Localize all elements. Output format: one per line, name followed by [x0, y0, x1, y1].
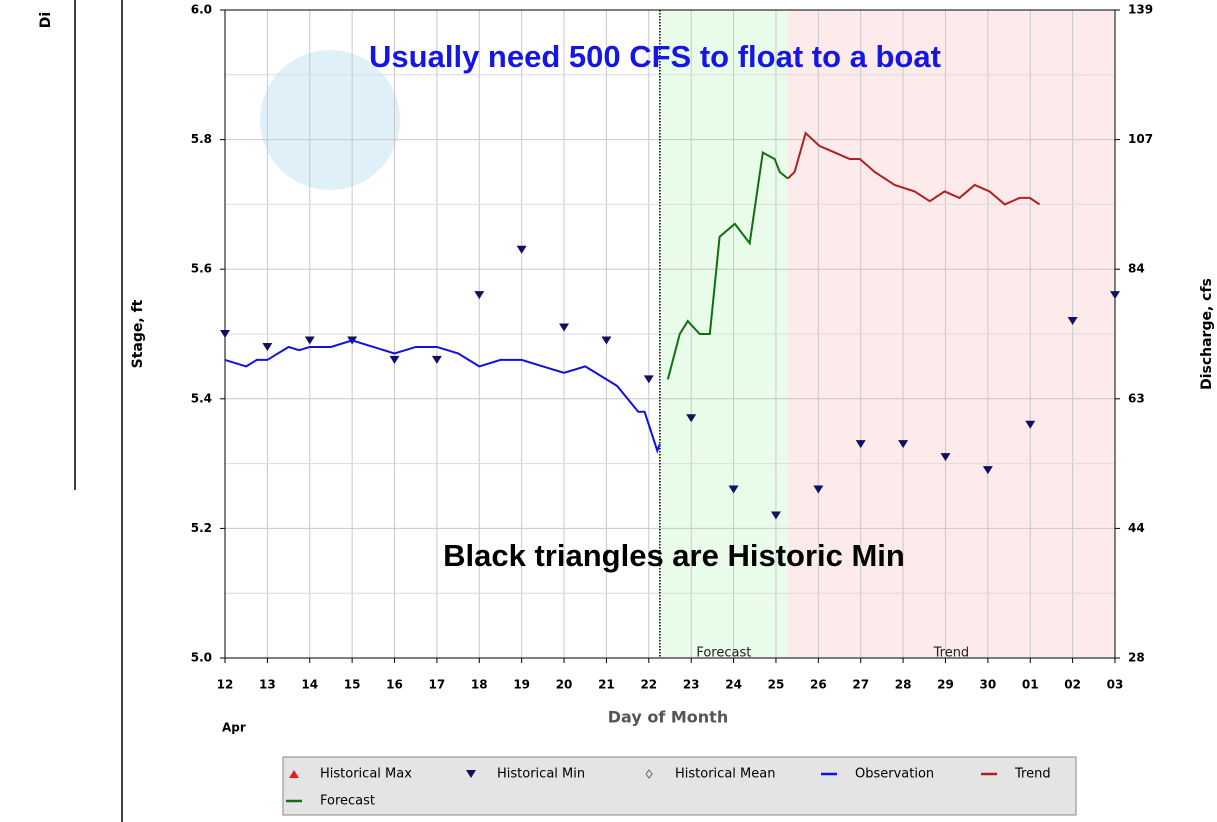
y-tick-label: 5.8 [191, 132, 212, 146]
x-tick-label: 03 [1107, 678, 1124, 692]
y-tick-label: 5.6 [191, 262, 212, 276]
y-tick-label: 5.2 [191, 521, 212, 535]
x-tick-label: 20 [556, 678, 573, 692]
marker [728, 485, 739, 494]
x-tick-label: 16 [386, 678, 403, 692]
x-tick-label: 24 [725, 678, 742, 692]
x-tick-label: 30 [980, 678, 997, 692]
legend-label: Historical Max [320, 767, 412, 782]
marker [982, 466, 993, 475]
y-tick-label: 6.0 [191, 3, 212, 17]
legend-label: Historical Min [497, 767, 585, 782]
y2-tick-label: 44 [1128, 521, 1145, 535]
y2-tick-label: 107 [1128, 132, 1153, 146]
marker [516, 245, 527, 254]
marker [643, 375, 654, 384]
marker [431, 355, 442, 364]
x-tick-label: 01 [1022, 678, 1039, 692]
legend-label: Historical Mean [675, 767, 775, 782]
marker [1067, 317, 1078, 326]
left-fragment: Di [38, 12, 54, 28]
region-label: Trend [933, 646, 970, 661]
region-label: Forecast [696, 646, 751, 661]
marker [304, 336, 315, 345]
x-tick-label: 13 [259, 678, 276, 692]
x-tick-label: 22 [640, 678, 657, 692]
marker [262, 342, 273, 351]
x-tick-label: 17 [429, 678, 446, 692]
x-tick-label: 25 [768, 678, 785, 692]
logo-watermark [260, 50, 400, 190]
series-line [787, 131, 1041, 206]
x-tick-label: 26 [810, 678, 827, 692]
x-tick-label: 29 [937, 678, 954, 692]
x-tick-label: 21 [598, 678, 615, 692]
marker [220, 330, 230, 338]
x-tick-label: 23 [683, 678, 700, 692]
marker [559, 323, 570, 332]
x-axis-label: Day of Month [608, 708, 728, 727]
x-tick-label: 02 [1064, 678, 1081, 692]
marker [940, 453, 951, 462]
y2-tick-label: 139 [1128, 3, 1153, 17]
legend-swatch [645, 769, 653, 779]
x-tick-label: 28 [895, 678, 912, 692]
series-line [666, 150, 789, 380]
legend-label: Forecast [320, 794, 375, 809]
marker [686, 414, 697, 423]
series-line [224, 339, 661, 454]
y-tick-label: 5.0 [191, 651, 212, 665]
marker [813, 485, 824, 494]
y2-tick-label: 63 [1128, 391, 1145, 405]
x-tick-label: 27 [852, 678, 869, 692]
annotation: Black triangles are Historic Min [443, 538, 905, 573]
marker [855, 440, 866, 449]
x-tick-label: 14 [301, 678, 318, 692]
x-tick-label: 18 [471, 678, 488, 692]
y2-tick-label: 28 [1128, 651, 1145, 665]
legend-label: Trend [1014, 767, 1051, 782]
annotation: Usually need 500 CFS to float to a boat [369, 39, 941, 74]
x-tick-label: 12 [217, 678, 234, 692]
x-tick-label: 19 [513, 678, 530, 692]
plot-area [224, 9, 1116, 659]
marker [898, 440, 909, 449]
marker [1110, 291, 1120, 300]
marker [601, 336, 612, 345]
legend-box [282, 756, 1077, 816]
x-tick-label: 15 [344, 678, 361, 692]
y-axis-label: Stage, ft [130, 299, 146, 368]
y-tick-label: 5.4 [191, 391, 212, 405]
legend-swatch [289, 770, 299, 778]
y2-axis-label: Discharge, cfs [1199, 278, 1215, 390]
y2-tick-label: 84 [1128, 262, 1145, 276]
legend-swatch [466, 770, 476, 778]
marker [474, 291, 485, 300]
marker [770, 511, 781, 520]
legend-label: Observation [855, 767, 934, 782]
month-label: Apr [222, 721, 246, 735]
marker [389, 355, 400, 364]
marker [1025, 420, 1036, 429]
